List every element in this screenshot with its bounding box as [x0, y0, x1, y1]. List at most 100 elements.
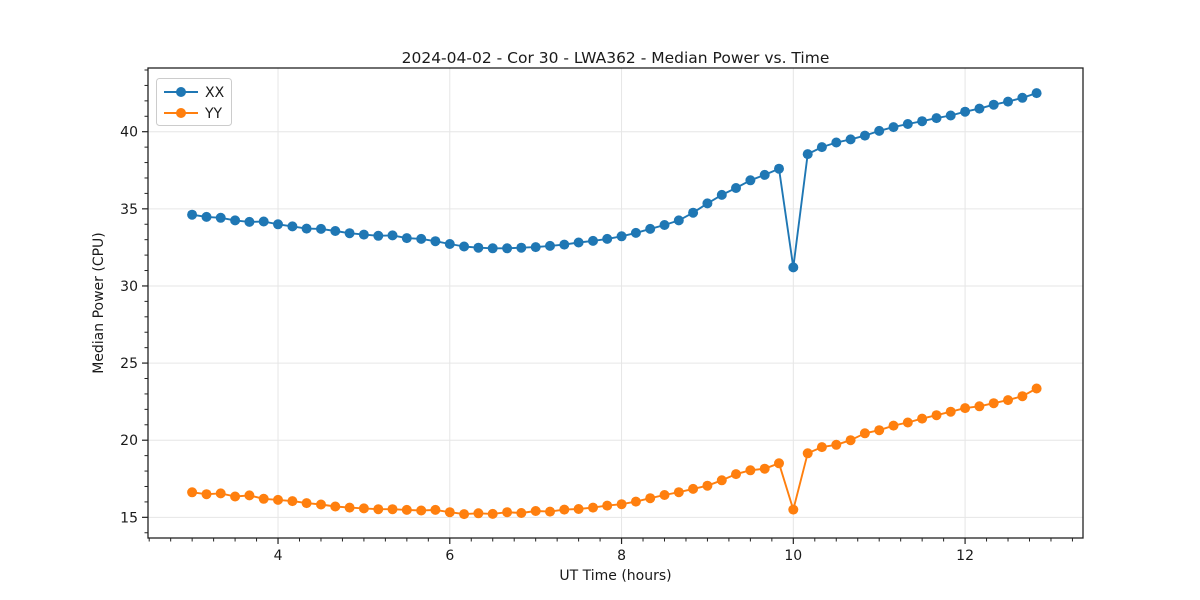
legend-marker-YY	[176, 108, 186, 118]
data-point-XX	[917, 116, 928, 127]
data-point-YY	[201, 489, 212, 500]
data-point-XX	[673, 215, 684, 226]
data-point-XX	[487, 243, 498, 254]
data-point-YY	[988, 398, 999, 409]
data-point-YY	[759, 463, 770, 474]
data-point-YY	[487, 508, 498, 519]
data-point-YY	[845, 435, 856, 446]
data-point-YY	[616, 499, 627, 510]
series-YY	[187, 383, 1042, 520]
legend-label-YY: YY	[204, 106, 223, 122]
data-point-YY	[688, 483, 699, 494]
y-tick-label: 25	[120, 356, 138, 372]
data-point-YY	[545, 506, 555, 517]
data-point-YY	[430, 504, 441, 515]
x-tick-label: 4	[274, 548, 283, 564]
data-point-YY	[1031, 383, 1042, 394]
data-point-XX	[630, 227, 641, 238]
data-point-XX	[459, 241, 470, 252]
data-point-XX	[545, 240, 555, 251]
data-point-XX	[874, 125, 885, 136]
data-point-YY	[344, 502, 355, 513]
data-point-YY	[187, 487, 198, 498]
y-axis-label: Median Power (CPU)	[91, 232, 107, 374]
data-point-XX	[273, 219, 283, 230]
chart-title: 2024-04-02 - Cor 30 - LWA362 - Median Po…	[402, 49, 830, 67]
data-point-XX	[859, 130, 870, 141]
x-tick-label: 12	[956, 548, 974, 564]
data-point-XX	[473, 242, 484, 253]
data-point-XX	[358, 229, 369, 240]
data-point-XX	[373, 230, 384, 241]
data-point-YY	[473, 508, 484, 519]
data-point-XX	[301, 223, 312, 234]
data-point-YY	[902, 417, 913, 428]
series-XX	[187, 88, 1042, 273]
data-point-XX	[960, 106, 971, 117]
data-point-YY	[459, 509, 470, 520]
data-point-YY	[502, 507, 513, 518]
data-point-YY	[287, 496, 298, 507]
data-point-YY	[888, 420, 899, 431]
data-point-XX	[845, 134, 856, 145]
data-point-XX	[902, 119, 913, 129]
data-point-YY	[358, 503, 369, 514]
data-point-XX	[931, 113, 942, 124]
data-point-XX	[816, 142, 827, 153]
data-point-XX	[974, 103, 985, 114]
data-point-YY	[301, 498, 312, 509]
data-point-XX	[215, 212, 226, 223]
data-point-XX	[444, 239, 455, 249]
data-point-YY	[559, 504, 570, 515]
data-point-XX	[831, 137, 842, 148]
data-point-YY	[1003, 395, 1013, 406]
data-point-YY	[516, 508, 527, 518]
data-point-YY	[874, 425, 885, 436]
data-point-XX	[316, 223, 326, 234]
data-point-YY	[788, 504, 799, 515]
data-point-YY	[731, 469, 741, 480]
data-point-YY	[244, 490, 255, 501]
data-point-YY	[659, 490, 670, 500]
data-point-YY	[230, 491, 241, 502]
data-point-XX	[702, 198, 713, 209]
axis-ticks	[142, 69, 1073, 544]
y-tick-label: 15	[120, 510, 138, 526]
legend-label-XX: XX	[205, 85, 225, 101]
data-point-XX	[945, 110, 956, 121]
data-point-YY	[774, 458, 784, 469]
data-point-YY	[401, 504, 412, 515]
series-line-YY	[191, 387, 1038, 516]
x-axis-label: UT Time (hours)	[559, 568, 671, 584]
data-point-YY	[1017, 391, 1028, 402]
data-point-XX	[287, 221, 298, 232]
data-point-YY	[673, 487, 684, 498]
data-point-XX	[1003, 96, 1013, 107]
data-point-YY	[530, 506, 541, 516]
data-point-YY	[573, 504, 584, 514]
data-point-YY	[831, 439, 842, 450]
data-point-YY	[588, 502, 598, 513]
legend-marker-XX	[176, 87, 186, 97]
data-point-XX	[530, 242, 541, 253]
series-line-XX	[191, 92, 1037, 269]
data-point-XX	[330, 226, 341, 236]
data-point-YY	[258, 493, 269, 504]
y-tick-label: 30	[120, 279, 138, 295]
data-point-YY	[974, 401, 985, 412]
x-tick-label: 10	[784, 548, 802, 564]
data-point-YY	[716, 475, 727, 486]
data-point-XX	[416, 233, 427, 244]
plot-border	[147, 67, 1084, 539]
data-point-YY	[416, 505, 427, 516]
data-point-YY	[316, 499, 326, 510]
data-point-XX	[573, 237, 584, 248]
data-point-XX	[201, 211, 212, 222]
data-point-XX	[988, 99, 999, 110]
data-point-YY	[387, 504, 398, 515]
data-point-XX	[788, 262, 799, 273]
axes-spines	[147, 67, 1084, 539]
data-point-YY	[630, 496, 641, 507]
data-point-YY	[273, 494, 283, 505]
